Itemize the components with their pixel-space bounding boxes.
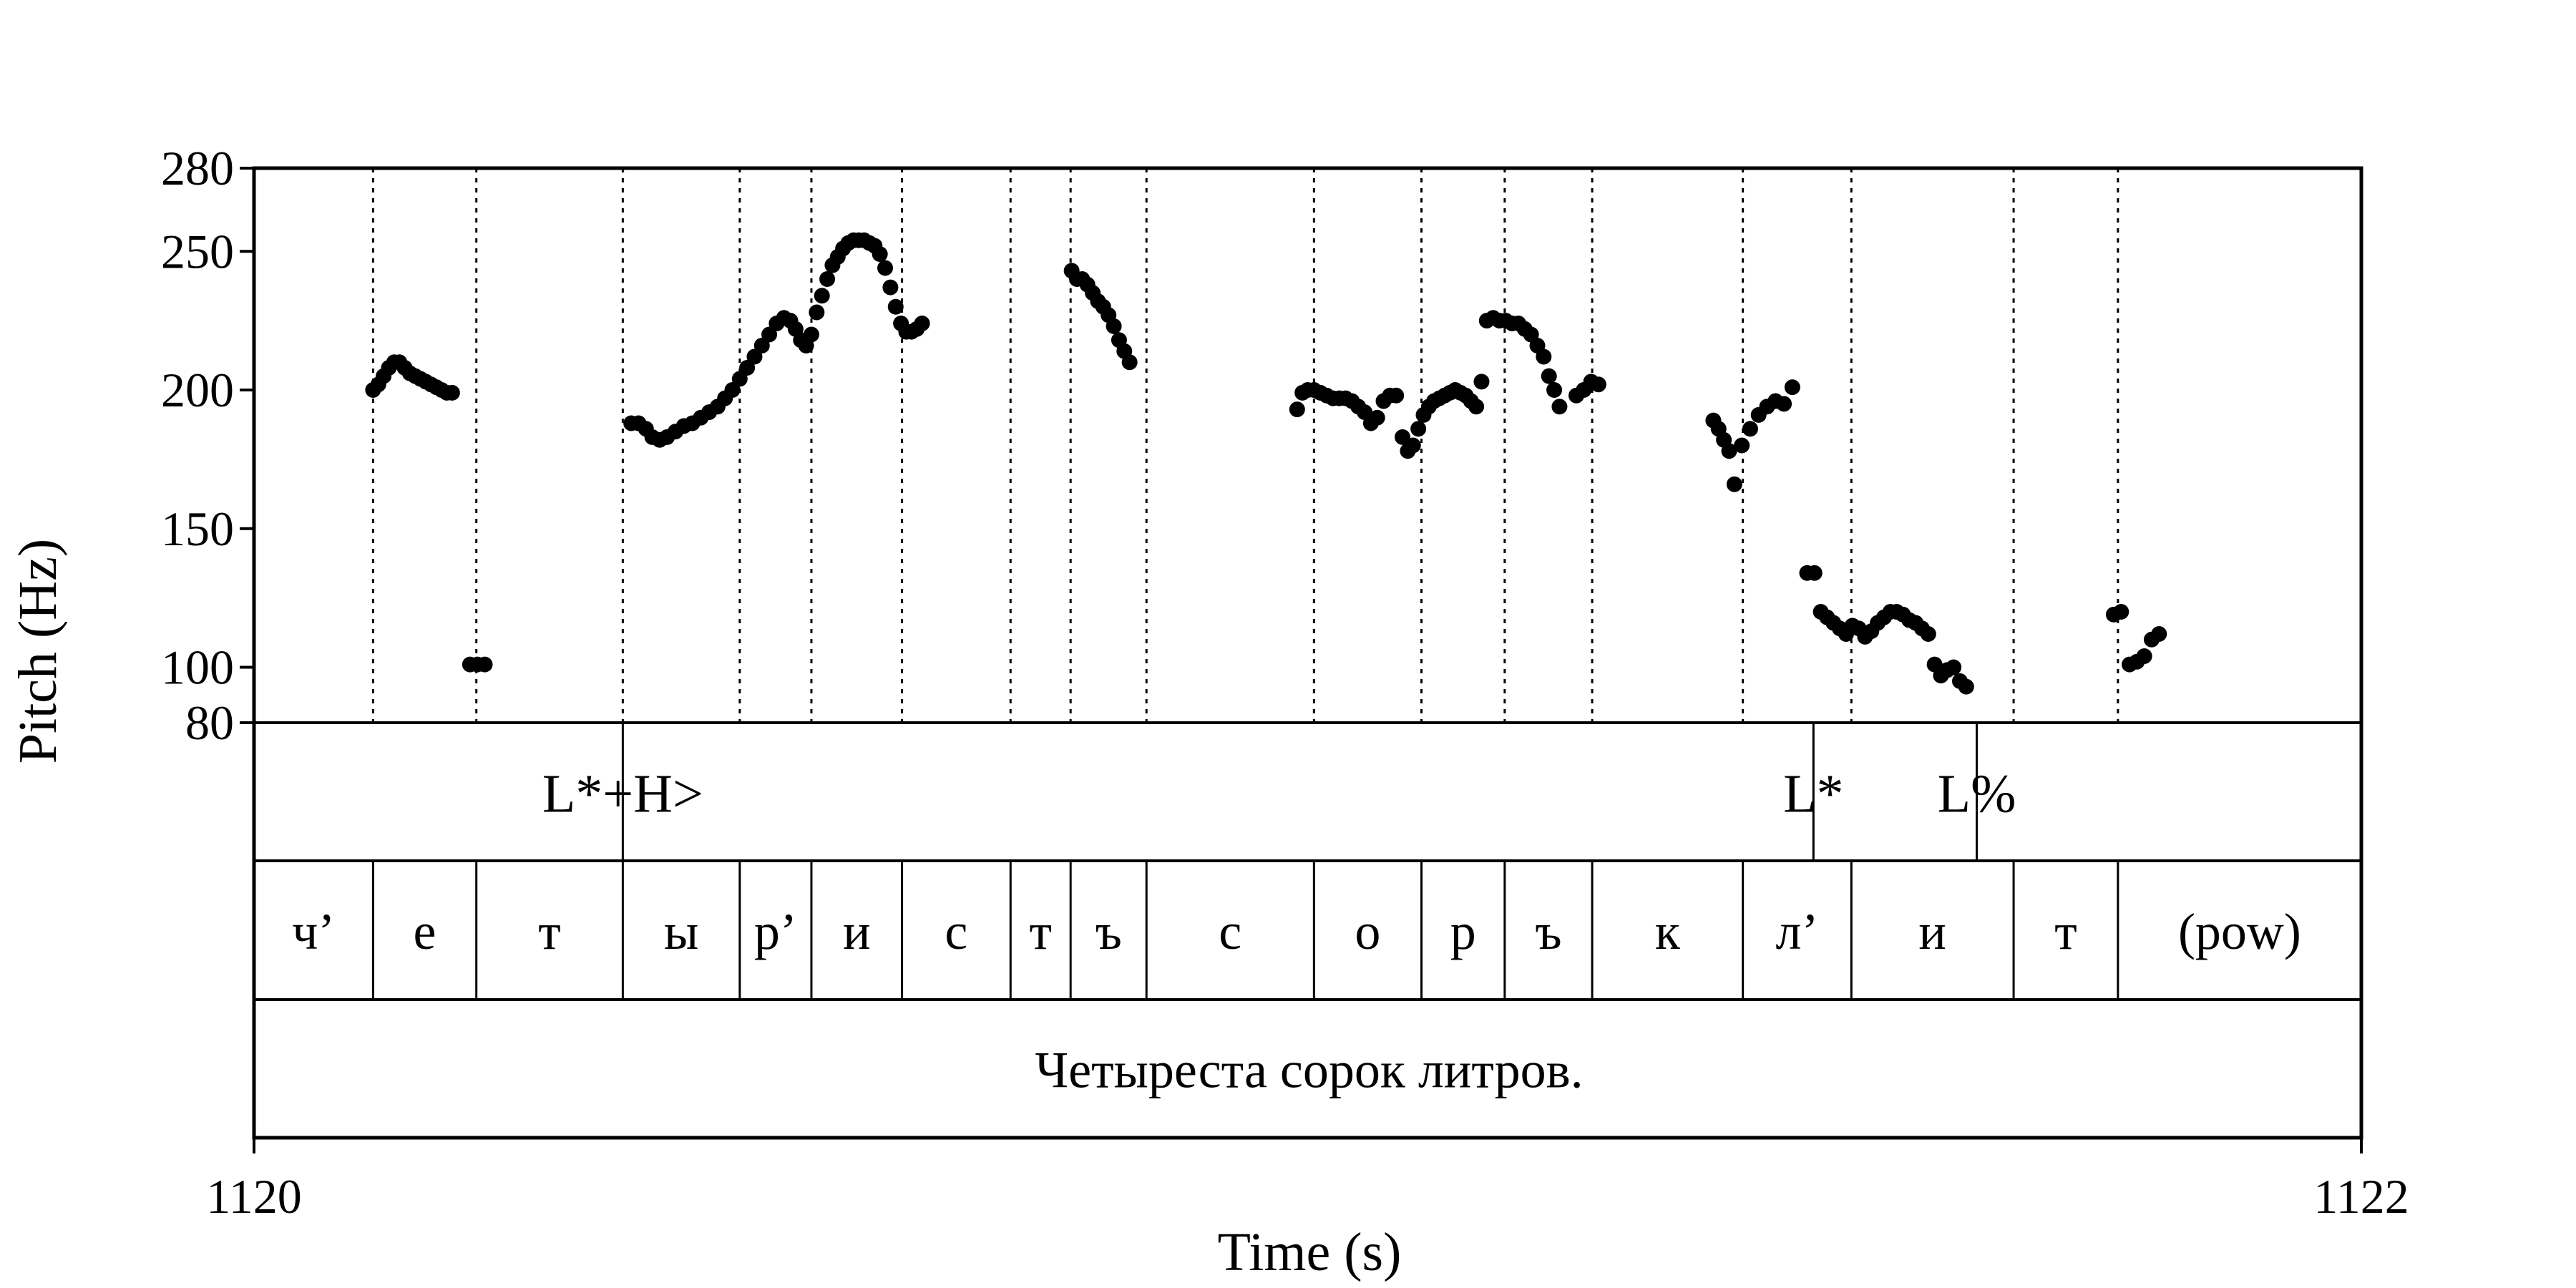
pitch-point — [1388, 387, 1405, 404]
y-tick-label: 80 — [185, 696, 234, 750]
pitch-point — [1541, 368, 1557, 384]
plot-border — [252, 166, 2363, 1140]
x-axis-label: Time (s) — [1218, 1222, 1402, 1282]
y-tick-label: 150 — [161, 502, 234, 556]
pitch-point — [2136, 648, 2152, 664]
segment-label: т — [2054, 903, 2077, 960]
pitch-point — [1726, 476, 1742, 492]
pitch-point — [1946, 659, 1962, 675]
pitch-points — [365, 232, 2167, 695]
pitch-point — [809, 304, 825, 321]
segment-label: и — [843, 903, 871, 960]
segment-label: о — [1355, 903, 1380, 960]
pitch-point — [1721, 443, 1737, 459]
pitch-point — [887, 298, 904, 315]
segment-label: (pow) — [2178, 903, 2301, 960]
pitch-point — [914, 316, 930, 331]
pitch-point — [753, 338, 770, 353]
pitch-point — [1958, 678, 1974, 695]
pitch-point — [2113, 604, 2129, 620]
pitch-point — [724, 382, 741, 398]
x-tick-label: 1120 — [206, 1169, 301, 1224]
y-tick-label: 100 — [161, 640, 234, 695]
y-axis-label: Pitch (Hz) — [8, 539, 68, 763]
pitch-point — [1784, 379, 1800, 396]
pitch-point — [739, 360, 756, 376]
pitch-point — [1551, 399, 1568, 415]
segment-label: ъ — [1096, 903, 1122, 960]
pitch-point — [1106, 318, 1122, 334]
pitch-point — [882, 279, 899, 296]
sentence-label: Четыреста сорок литров. — [1035, 1042, 1583, 1099]
pitch-point — [1369, 409, 1385, 426]
pitch-point — [1289, 401, 1305, 418]
pitch-point — [1536, 348, 1552, 365]
segment-label: р — [1450, 903, 1476, 960]
pitch-point — [761, 326, 778, 343]
segment-label: и — [1918, 903, 1946, 960]
segment-label: ы — [664, 903, 698, 960]
pitch-point — [477, 656, 493, 673]
segment-label: ч’ — [292, 903, 335, 960]
pitch-point — [1776, 396, 1792, 412]
segment-label: ъ — [1535, 903, 1561, 960]
pitch-point — [1734, 437, 1750, 454]
y-tick-label: 200 — [161, 363, 234, 417]
segment-boundary-lines — [371, 168, 2119, 723]
segment-label: т — [1029, 903, 1051, 960]
pitch-point — [1405, 437, 1421, 454]
tone-label: L* — [1783, 764, 1843, 824]
pitch-point — [2151, 626, 2167, 642]
pitch-point — [803, 326, 819, 343]
pitch-point — [1546, 382, 1563, 398]
segment-label: л’ — [1776, 903, 1819, 960]
y-tick-label: 250 — [161, 224, 234, 278]
segment-label: е — [414, 903, 436, 960]
pitch-point — [814, 288, 830, 304]
pitch-point — [1742, 421, 1758, 437]
pitch-point — [1473, 374, 1490, 390]
pitch-point — [746, 348, 763, 365]
segment-label: с — [945, 903, 967, 960]
segment-label: т — [538, 903, 560, 960]
segment-label: с — [1219, 903, 1241, 960]
pitch-point — [1920, 626, 1936, 642]
pitch-point — [1410, 421, 1427, 437]
pitch-point — [731, 371, 748, 387]
pitch-point — [1395, 429, 1411, 445]
pitch-point — [1806, 565, 1823, 581]
tier-boundary-lines — [371, 723, 2119, 1000]
y-tick-label: 280 — [161, 141, 234, 195]
x-tick-label: 1122 — [2313, 1169, 2409, 1224]
pitch-point — [872, 246, 888, 263]
plot-frame — [252, 166, 2363, 1140]
pitch-point — [819, 271, 836, 287]
pitch-point — [1590, 376, 1606, 393]
pitch-point — [877, 260, 894, 276]
tier-labels: L*+H> L* L%ч’ е т ы р’ и с т ъ с о р ъ к л’ и т (pow)Четыре… — [292, 764, 2301, 1099]
pitch-point — [1121, 354, 1138, 371]
segment-label: к — [1655, 903, 1681, 960]
segment-label: р’ — [754, 903, 797, 960]
tone-label: L% — [1938, 764, 2016, 824]
tone-label: L*+H> — [542, 764, 703, 824]
pitch-point — [444, 384, 460, 401]
pitch-point — [1468, 399, 1485, 415]
